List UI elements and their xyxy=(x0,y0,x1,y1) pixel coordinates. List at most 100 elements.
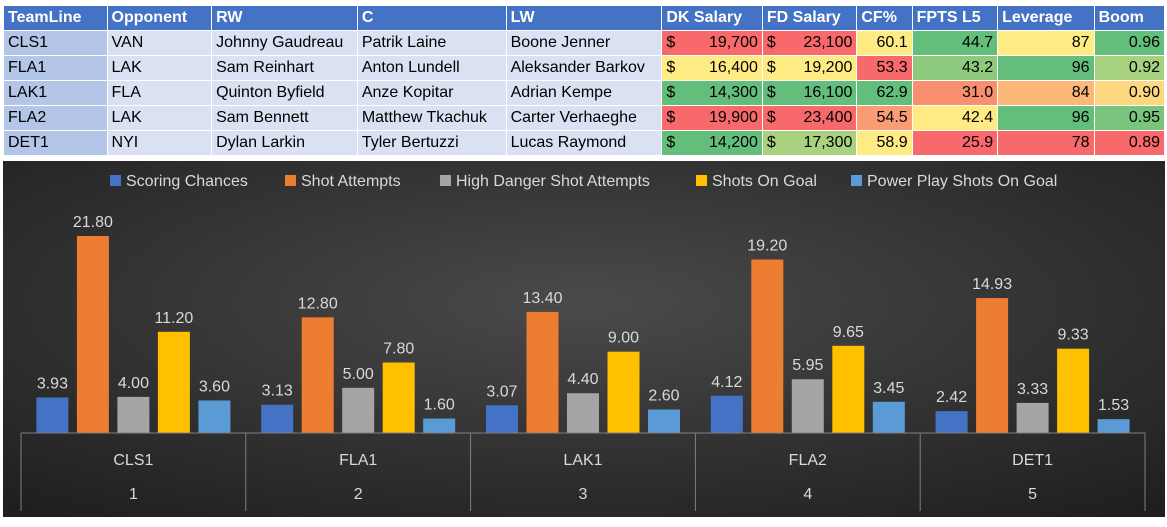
bar[interactable] xyxy=(117,396,150,433)
col-header-rw[interactable]: RW xyxy=(211,5,358,31)
bar[interactable] xyxy=(1097,419,1130,433)
opponent-cell[interactable]: LAK xyxy=(106,105,213,131)
teamline-cell[interactable]: FLA2 xyxy=(3,105,108,131)
chart-axis: CLS1 1 FLA1 2 LAK1 3 FLA2 4 DET1 5 xyxy=(20,432,1146,511)
bar[interactable] xyxy=(976,298,1009,433)
bar[interactable] xyxy=(751,259,784,433)
boom-cell[interactable]: 0.92 xyxy=(1093,55,1166,81)
dk-salary-cell[interactable]: $19,700 xyxy=(661,30,763,56)
cf-cell[interactable]: 54.5 xyxy=(856,105,913,131)
legend-swatch xyxy=(696,175,707,186)
fd-salary-cell[interactable]: $23,100 xyxy=(761,30,858,56)
bar[interactable] xyxy=(76,236,109,433)
lw-cell[interactable]: Boone Jenner xyxy=(505,30,663,56)
dk-salary-cell[interactable]: $14,200 xyxy=(661,130,763,156)
col-header-cf[interactable]: CF% xyxy=(856,5,913,31)
leverage-cell[interactable]: 78 xyxy=(997,130,1095,156)
c-cell[interactable]: Tyler Bertuzzi xyxy=(356,130,507,156)
col-header-teamline[interactable]: TeamLine xyxy=(3,5,108,31)
leverage-cell[interactable]: 96 xyxy=(997,105,1095,131)
rw-cell[interactable]: Sam Reinhart xyxy=(211,55,358,81)
rw-cell[interactable]: Sam Bennett xyxy=(211,105,358,131)
col-header-fpts-l5[interactable]: FPTS L5 xyxy=(911,5,999,31)
c-cell[interactable]: Matthew Tkachuk xyxy=(356,105,507,131)
fpts-l5-cell[interactable]: 43.2 xyxy=(911,55,999,81)
opponent-cell[interactable]: NYI xyxy=(106,130,213,156)
fd-salary-cell[interactable]: $23,400 xyxy=(761,105,858,131)
opponent-cell[interactable]: LAK xyxy=(106,55,213,81)
fpts-l5-cell[interactable]: 25.9 xyxy=(911,130,999,156)
col-header-c[interactable]: C xyxy=(356,5,507,31)
bar[interactable] xyxy=(567,393,599,433)
c-cell[interactable]: Patrik Laine xyxy=(356,30,507,56)
bar[interactable] xyxy=(423,418,456,433)
data-label: 4.00 xyxy=(118,375,149,392)
teamline-cell[interactable]: LAK1 xyxy=(3,80,108,106)
c-cell[interactable]: Anze Kopitar xyxy=(356,80,507,106)
rw-cell[interactable]: Johnny Gaudreau xyxy=(211,30,358,56)
bar[interactable] xyxy=(486,405,518,433)
bar[interactable] xyxy=(36,397,69,433)
col-header-leverage[interactable]: Leverage xyxy=(997,5,1095,31)
bar[interactable] xyxy=(1057,348,1090,433)
rw-cell[interactable]: Dylan Larkin xyxy=(211,130,358,156)
lw-cell[interactable]: Carter Verhaeghe xyxy=(505,105,663,131)
dk-salary-cell[interactable]: $19,900 xyxy=(661,105,763,131)
col-header-fd-salary[interactable]: FD Salary xyxy=(761,5,858,31)
cf-cell[interactable]: 58.9 xyxy=(856,130,913,156)
lw-cell[interactable]: Lucas Raymond xyxy=(505,130,663,156)
data-label: 1.60 xyxy=(424,397,455,414)
data-label: 21.80 xyxy=(73,214,113,231)
c-cell[interactable]: Anton Lundell xyxy=(356,55,507,81)
bar[interactable] xyxy=(1016,402,1049,433)
bar[interactable] xyxy=(382,362,415,433)
boom-cell[interactable]: 0.89 xyxy=(1093,130,1166,156)
lw-cell[interactable]: Adrian Kempe xyxy=(505,80,663,106)
cf-cell[interactable]: 60.1 xyxy=(856,30,913,56)
leverage-cell[interactable]: 84 xyxy=(997,80,1095,106)
rw-cell[interactable]: Quinton Byfield xyxy=(211,80,358,106)
fd-salary-value: 23,100 xyxy=(803,34,853,51)
cf-cell[interactable]: 62.9 xyxy=(856,80,913,106)
teamline-cell[interactable]: CLS1 xyxy=(3,30,108,56)
col-header-boom[interactable]: Boom xyxy=(1093,5,1166,31)
bar[interactable] xyxy=(157,331,190,433)
bar[interactable] xyxy=(198,400,231,433)
fpts-l5-cell[interactable]: 42.4 xyxy=(911,105,999,131)
bar[interactable] xyxy=(872,401,905,433)
cf-cell[interactable]: 53.3 xyxy=(856,55,913,81)
lw-cell[interactable]: Aleksander Barkov xyxy=(505,55,663,81)
boom-cell[interactable]: 0.96 xyxy=(1093,30,1166,56)
bar[interactable] xyxy=(648,409,680,433)
bar[interactable] xyxy=(935,411,968,433)
fd-salary-cell[interactable]: $17,300 xyxy=(761,130,858,156)
teamline-cell[interactable]: FLA1 xyxy=(3,55,108,81)
opponent-cell[interactable]: FLA xyxy=(106,80,213,106)
leverage-cell[interactable]: 96 xyxy=(997,55,1095,81)
opponent-cell[interactable]: VAN xyxy=(106,30,213,56)
fpts-l5-cell[interactable]: 44.7 xyxy=(911,30,999,56)
col-header-dk-salary[interactable]: DK Salary xyxy=(661,5,763,31)
bar[interactable] xyxy=(710,395,743,433)
boom-cell[interactable]: 0.95 xyxy=(1093,105,1166,131)
bar[interactable] xyxy=(301,317,334,433)
bar[interactable] xyxy=(342,387,375,433)
bar[interactable] xyxy=(261,404,294,433)
fd-salary-cell[interactable]: $16,100 xyxy=(761,80,858,106)
fpts-l5-cell[interactable]: 31.0 xyxy=(911,80,999,106)
bar[interactable] xyxy=(526,311,559,433)
data-label: 1.53 xyxy=(1098,397,1129,414)
col-header-lw[interactable]: LW xyxy=(505,5,663,31)
data-label: 19.20 xyxy=(747,237,787,254)
bar[interactable] xyxy=(607,351,640,433)
table-row: FLA2 LAK Sam Bennett Matthew Tkachuk Carter … xyxy=(3,105,1166,131)
fd-salary-cell[interactable]: $19,200 xyxy=(761,55,858,81)
bar[interactable] xyxy=(791,379,824,433)
dk-salary-cell[interactable]: $14,300 xyxy=(661,80,763,106)
boom-cell[interactable]: 0.90 xyxy=(1093,80,1166,106)
teamline-cell[interactable]: DET1 xyxy=(3,130,108,156)
dk-salary-cell[interactable]: $16,400 xyxy=(661,55,763,81)
bar[interactable] xyxy=(832,345,865,433)
leverage-cell[interactable]: 87 xyxy=(997,30,1095,56)
col-header-opponent[interactable]: Opponent xyxy=(106,5,213,31)
